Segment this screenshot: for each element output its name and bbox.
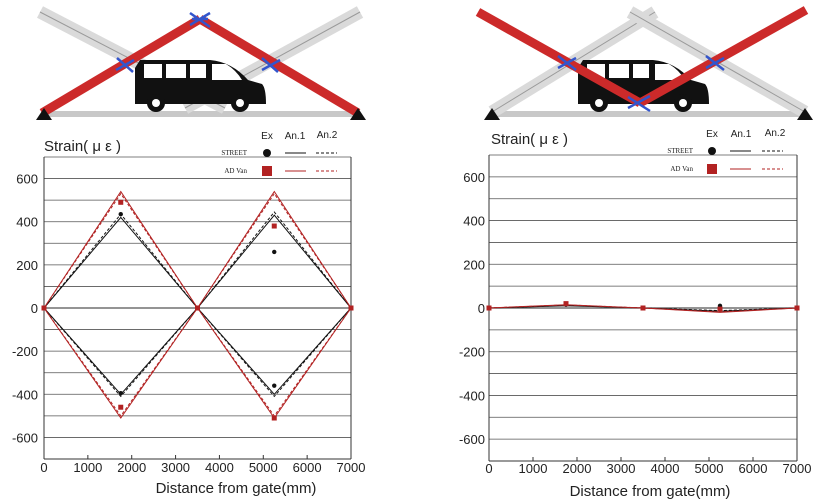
hinge-support-icon bbox=[484, 108, 500, 120]
series-line bbox=[43, 211, 352, 309]
x-tick-label: 4000 bbox=[651, 461, 680, 476]
y-tick-label: 200 bbox=[16, 258, 38, 273]
x-tick-label: 1000 bbox=[519, 461, 548, 476]
x-tick-label: 3000 bbox=[607, 461, 636, 476]
data-point bbox=[41, 305, 47, 311]
y-tick-label: -600 bbox=[12, 430, 38, 445]
x-tick-label: 5000 bbox=[695, 461, 724, 476]
diagonal-bar-red bbox=[637, 6, 809, 107]
legend-header-ex: Ex bbox=[706, 129, 718, 140]
truss-diagram-left bbox=[36, 6, 366, 120]
series-line bbox=[43, 307, 352, 398]
x-tick-label: 5000 bbox=[249, 460, 278, 475]
x-tick-label: 7000 bbox=[783, 461, 812, 476]
data-point bbox=[118, 211, 123, 217]
legend: Ex An.1 An.2 STREET AD Van bbox=[221, 130, 338, 176]
legend-header-an1: An.1 bbox=[285, 131, 306, 142]
series-line bbox=[43, 307, 352, 417]
data-point bbox=[640, 305, 646, 311]
legend-header-an1: An.1 bbox=[731, 129, 752, 140]
y-tick-label: -200 bbox=[459, 345, 485, 360]
hinge-support-icon bbox=[350, 108, 366, 120]
y-tick-label: -400 bbox=[12, 387, 38, 402]
x-tick-label: 1000 bbox=[73, 460, 102, 475]
x-tick-label: 2000 bbox=[117, 460, 146, 475]
x-axis-label: Distance from gate(mm) bbox=[570, 483, 731, 500]
x-tick-label: 0 bbox=[40, 460, 47, 475]
legend-row-street: STREET bbox=[221, 149, 247, 157]
y-tick-label: 0 bbox=[31, 301, 38, 316]
data-point bbox=[271, 223, 277, 229]
y-tick-label: 0 bbox=[478, 301, 485, 316]
x-axis-label: Distance from gate(mm) bbox=[156, 480, 317, 497]
x-tick-label: 6000 bbox=[293, 460, 322, 475]
van-icon bbox=[135, 60, 266, 112]
y-tick-label: -400 bbox=[459, 388, 485, 403]
legend-header-ex: Ex bbox=[261, 131, 273, 142]
data-point bbox=[195, 305, 200, 311]
x-tick-label: 6000 bbox=[739, 461, 768, 476]
legend-marker-advan-ex bbox=[262, 166, 272, 176]
data-point bbox=[563, 301, 569, 307]
legend-marker-street-ex bbox=[708, 147, 716, 155]
y-tick-label: -600 bbox=[459, 432, 485, 447]
x-tick-label: 2000 bbox=[563, 461, 592, 476]
x-tick-label: 4000 bbox=[205, 460, 234, 475]
legend-row-advan: AD Van bbox=[224, 167, 247, 175]
data-point bbox=[118, 199, 124, 205]
data-point bbox=[348, 305, 354, 311]
truss-diagram-right bbox=[475, 6, 813, 120]
data-point bbox=[118, 404, 124, 410]
legend-row-street: STREET bbox=[667, 147, 693, 155]
legend-header-an2: An.2 bbox=[765, 128, 786, 139]
data-point bbox=[272, 383, 277, 388]
y-tick-label: 600 bbox=[16, 172, 38, 187]
data-point bbox=[794, 305, 800, 311]
x-tick-label: 0 bbox=[485, 461, 492, 476]
legend-marker-advan-ex bbox=[707, 164, 717, 174]
series-line bbox=[488, 304, 798, 313]
series-line bbox=[43, 214, 352, 309]
series-line bbox=[43, 190, 352, 309]
legend-row-advan: AD Van bbox=[670, 165, 693, 173]
x-tick-label: 3000 bbox=[161, 460, 190, 475]
gauge-marker-icon bbox=[115, 11, 281, 73]
x-tick-label: 7000 bbox=[337, 460, 366, 475]
legend: Ex An.1 An.2 STREET AD Van bbox=[667, 128, 786, 174]
data-point bbox=[717, 306, 723, 312]
legend-header-an2: An.2 bbox=[317, 130, 338, 141]
gauge-marker-icon bbox=[557, 55, 725, 113]
data-point bbox=[486, 305, 492, 311]
y-tick-label: 200 bbox=[463, 257, 485, 272]
data-point bbox=[271, 415, 277, 421]
series-line bbox=[43, 307, 352, 419]
y-axis-label: Strain( μ ε ) bbox=[44, 138, 121, 155]
series-line bbox=[43, 192, 352, 309]
van-icon bbox=[578, 60, 709, 112]
y-axis-label: Strain( μ ε ) bbox=[491, 131, 568, 148]
legend-marker-street-ex bbox=[263, 149, 271, 157]
y-tick-label: 400 bbox=[463, 214, 485, 229]
y-tick-label: -200 bbox=[12, 344, 38, 359]
hinge-support-icon bbox=[36, 108, 52, 120]
y-tick-label: 400 bbox=[16, 215, 38, 230]
hinge-support-icon bbox=[797, 108, 813, 120]
y-tick-label: 600 bbox=[463, 170, 485, 185]
diagonal-bar-red bbox=[197, 15, 361, 117]
data-point bbox=[272, 249, 277, 255]
data-point bbox=[118, 391, 123, 396]
